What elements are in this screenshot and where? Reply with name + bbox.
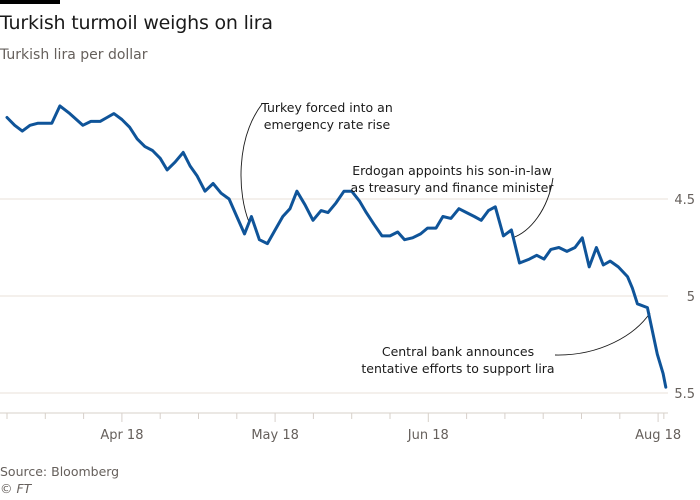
annotation-text: tentative efforts to support lira — [361, 361, 554, 376]
annotation-connectors — [240, 103, 651, 356]
annotation-text: Erdogan appoints his son-in-law — [352, 163, 552, 178]
x-tick-label: May 18 — [251, 428, 299, 443]
annotation-text: as treasury and finance minister — [351, 180, 555, 195]
annotations: Turkey forced into an emergency rate rise… — [260, 100, 554, 376]
annotation-connector — [511, 177, 554, 239]
series-line-lira — [5, 104, 668, 389]
x-axis — [0, 412, 668, 422]
y-tick-label: 5 — [687, 290, 695, 305]
annotation-text: Turkey forced into an — [260, 100, 393, 115]
annotation-text: emergency rate rise — [264, 117, 391, 132]
x-axis-labels: Apr 18 May 18 Jun 18 Aug 18 — [100, 428, 681, 443]
annotation-connector — [240, 103, 263, 223]
line-chart: 4.5 5 5.5 Apr 18 May 18 Jun 18 Aug 18 Turkey … — [0, 100, 695, 443]
chart-subtitle: Turkish lira per dollar — [0, 47, 148, 63]
source-note: Source: Bloomberg — [0, 464, 120, 479]
x-tick-label: Jun 18 — [407, 428, 449, 443]
copyright-note: © FT — [0, 481, 32, 496]
x-tick-label: Aug 18 — [635, 428, 681, 443]
y-axis-labels: 4.5 5 5.5 — [674, 193, 695, 402]
gridlines — [0, 198, 668, 394]
chart-title: Turkish turmoil weighs on lira — [0, 12, 273, 34]
annotation-connector — [554, 312, 651, 356]
annotation-text: Central bank announces — [382, 344, 534, 359]
x-tick-label: Apr 18 — [100, 428, 143, 443]
y-tick-label: 5.5 — [674, 387, 695, 402]
header-accent-bar — [0, 0, 60, 4]
y-tick-label: 4.5 — [674, 193, 695, 208]
